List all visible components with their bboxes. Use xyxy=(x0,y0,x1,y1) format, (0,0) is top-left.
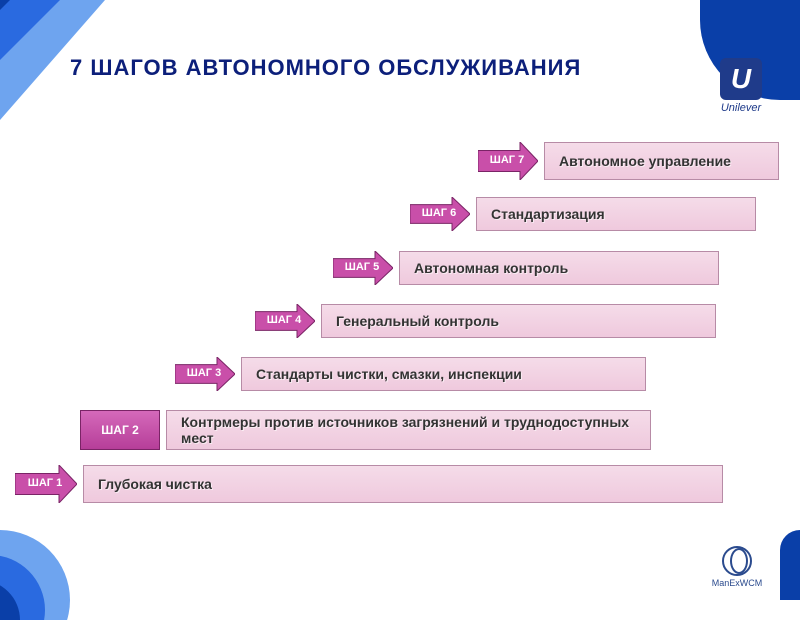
step-label-text: ШАГ 1 xyxy=(28,478,62,490)
step-row-2: ШАГ 2 Контрмеры против источников загрязн… xyxy=(80,410,651,450)
page-title: 7 ШАГОВ АВТОНОМНОГО ОБСЛУЖИВАНИЯ xyxy=(70,55,581,81)
step-text: Глубокая чистка xyxy=(98,476,212,492)
step-label-arrow: ШАГ 1 xyxy=(15,465,77,503)
step-label-text: ШАГ 6 xyxy=(422,208,456,220)
step-text: Стандарты чистки, смазки, инспекции xyxy=(256,366,522,382)
step-label-text: ШАГ 2 xyxy=(101,423,139,437)
step-text-box: Автономная контроль xyxy=(399,251,719,285)
step-row-1: ШАГ 1 Глубокая чистка xyxy=(15,465,723,503)
step-label-arrow: ШАГ 3 xyxy=(175,357,235,391)
step-text: Контрмеры против источников загрязнений … xyxy=(181,414,636,446)
step-text-box: Стандарты чистки, смазки, инспекции xyxy=(241,357,646,391)
step-label-text: ШАГ 5 xyxy=(345,262,379,274)
step-text-box: Автономное управление xyxy=(544,142,779,180)
step-label-box: ШАГ 2 xyxy=(80,410,160,450)
step-label-arrow: ШАГ 5 xyxy=(333,251,393,285)
step-label-arrow: ШАГ 4 xyxy=(255,304,315,338)
step-text-box: Контрмеры против источников загрязнений … xyxy=(166,410,651,450)
brand-logo-bottom-text: ManExWCM xyxy=(702,578,772,588)
steps-staircase: ШАГ 1 Глубокая чистка ШАГ 2 Контрмеры проти… xyxy=(0,120,800,600)
step-label-text: ШАГ 7 xyxy=(490,155,524,167)
step-text: Стандартизация xyxy=(491,206,605,222)
step-text-box: Генеральный контроль xyxy=(321,304,716,338)
step-label-arrow: ШАГ 6 xyxy=(410,197,470,231)
brand-logo-text: Unilever xyxy=(712,102,770,114)
step-label-text: ШАГ 3 xyxy=(187,368,221,380)
step-text: Автономная контроль xyxy=(414,260,568,276)
step-row-5: ШАГ 5 Автономная контроль xyxy=(333,251,719,285)
step-label-arrow: ШАГ 7 xyxy=(478,142,538,180)
step-row-3: ШАГ 3 Стандарты чистки, смазки, инспекции xyxy=(175,357,646,391)
step-text: Генеральный контроль xyxy=(336,313,499,329)
brand-logo-top: U Unilever xyxy=(712,58,770,114)
step-row-7: ШАГ 7 Автономное управление xyxy=(478,142,779,180)
step-text-box: Стандартизация xyxy=(476,197,756,231)
step-row-4: ШАГ 4 Генеральный контроль xyxy=(255,304,716,338)
step-row-6: ШАГ 6 Стандартизация xyxy=(410,197,756,231)
step-text-box: Глубокая чистка xyxy=(83,465,723,503)
brand-logo-bottom: ManExWCM xyxy=(702,546,772,588)
globe-icon xyxy=(722,546,752,576)
step-label-text: ШАГ 4 xyxy=(267,315,301,327)
step-text: Автономное управление xyxy=(559,153,731,169)
brand-logo-mark: U xyxy=(720,58,762,100)
